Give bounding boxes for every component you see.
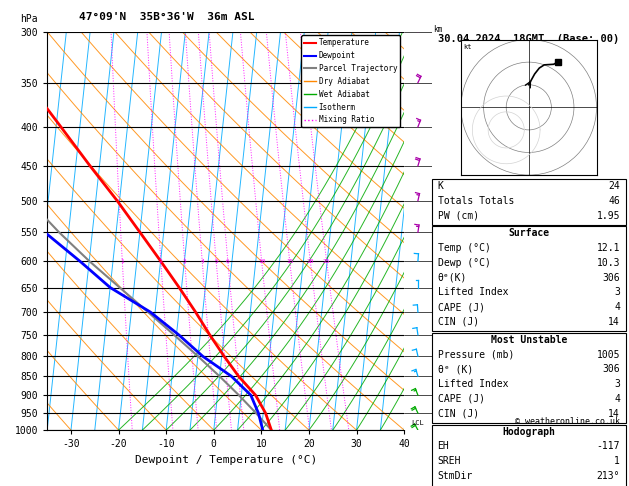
Text: CAPE (J): CAPE (J) xyxy=(438,302,484,312)
Text: 20: 20 xyxy=(306,259,314,263)
Text: θᵉ(K): θᵉ(K) xyxy=(438,273,467,283)
Text: 6: 6 xyxy=(433,161,438,170)
Text: Hodograph: Hodograph xyxy=(503,427,555,436)
Text: 4: 4 xyxy=(614,394,620,404)
Text: Lifted Index: Lifted Index xyxy=(438,287,508,297)
Text: CIN (J): CIN (J) xyxy=(438,317,479,327)
Text: 4: 4 xyxy=(433,257,438,265)
Text: 1: 1 xyxy=(120,259,124,263)
Bar xyxy=(431,425,626,486)
Text: 46: 46 xyxy=(608,196,620,206)
Text: 12.1: 12.1 xyxy=(596,243,620,253)
Text: 3: 3 xyxy=(183,259,187,263)
Text: 25: 25 xyxy=(323,259,330,263)
Text: Dewp (°C): Dewp (°C) xyxy=(438,258,491,268)
Text: Lifted Index: Lifted Index xyxy=(438,379,508,389)
Text: 2: 2 xyxy=(159,259,163,263)
Text: 14: 14 xyxy=(608,317,620,327)
X-axis label: Dewpoint / Temperature (°C): Dewpoint / Temperature (°C) xyxy=(135,455,317,465)
Text: 4: 4 xyxy=(614,302,620,312)
Text: LCL: LCL xyxy=(411,420,425,426)
Text: © weatheronline.co.uk: © weatheronline.co.uk xyxy=(515,417,620,426)
Legend: Temperature, Dewpoint, Parcel Trajectory, Dry Adiabat, Wet Adiabat, Isotherm, Mi: Temperature, Dewpoint, Parcel Trajectory… xyxy=(301,35,400,127)
Text: SREH: SREH xyxy=(438,456,461,466)
Text: Most Unstable: Most Unstable xyxy=(491,335,567,345)
Text: 4: 4 xyxy=(200,259,204,263)
Text: 306: 306 xyxy=(603,273,620,283)
Text: 5: 5 xyxy=(214,259,218,263)
Text: -117: -117 xyxy=(596,441,620,451)
Text: 3: 3 xyxy=(614,379,620,389)
Text: 1005: 1005 xyxy=(596,349,620,360)
Text: 1: 1 xyxy=(614,456,620,466)
Text: 10: 10 xyxy=(258,259,265,263)
Text: 10.3: 10.3 xyxy=(596,258,620,268)
Text: 8: 8 xyxy=(433,78,438,87)
Text: 6: 6 xyxy=(226,259,230,263)
Text: Temp (°C): Temp (°C) xyxy=(438,243,491,253)
Text: 3: 3 xyxy=(614,287,620,297)
Text: 47°09'N  35B°36'W  36m ASL: 47°09'N 35B°36'W 36m ASL xyxy=(79,12,255,22)
Bar xyxy=(431,226,626,331)
Text: EH: EH xyxy=(438,441,449,451)
Text: 7: 7 xyxy=(433,122,438,131)
Text: hPa: hPa xyxy=(20,14,38,24)
Text: km
ASL: km ASL xyxy=(433,25,447,44)
Text: 15: 15 xyxy=(286,259,294,263)
Text: 5: 5 xyxy=(433,196,438,205)
Text: 2: 2 xyxy=(433,352,438,361)
Text: θᵉ (K): θᵉ (K) xyxy=(438,364,473,374)
Text: StmDir: StmDir xyxy=(438,471,473,481)
Text: 3: 3 xyxy=(433,308,438,316)
Text: CIN (J): CIN (J) xyxy=(438,409,479,418)
Text: K: K xyxy=(438,181,443,191)
Text: 1: 1 xyxy=(433,391,438,400)
Text: Surface: Surface xyxy=(508,228,549,239)
Text: 30.04.2024  18GMT  (Base: 00): 30.04.2024 18GMT (Base: 00) xyxy=(438,34,620,44)
Text: 306: 306 xyxy=(603,364,620,374)
Text: 14: 14 xyxy=(608,409,620,418)
Text: 24: 24 xyxy=(608,181,620,191)
Bar xyxy=(431,333,626,423)
Text: Totals Totals: Totals Totals xyxy=(438,196,514,206)
Bar xyxy=(431,179,626,225)
Text: PW (cm): PW (cm) xyxy=(438,210,479,221)
Text: 213°: 213° xyxy=(596,471,620,481)
Text: Mixing Ratio (g/kg): Mixing Ratio (g/kg) xyxy=(437,183,445,278)
Text: CAPE (J): CAPE (J) xyxy=(438,394,484,404)
Text: 1.95: 1.95 xyxy=(596,210,620,221)
Text: Pressure (mb): Pressure (mb) xyxy=(438,349,514,360)
